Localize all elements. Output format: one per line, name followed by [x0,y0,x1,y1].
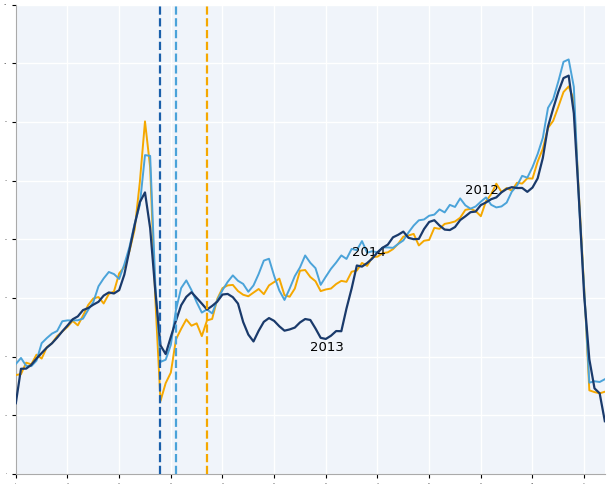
Text: 2012: 2012 [465,183,499,197]
Text: 2014: 2014 [351,246,385,259]
Text: 2013: 2013 [311,341,344,354]
